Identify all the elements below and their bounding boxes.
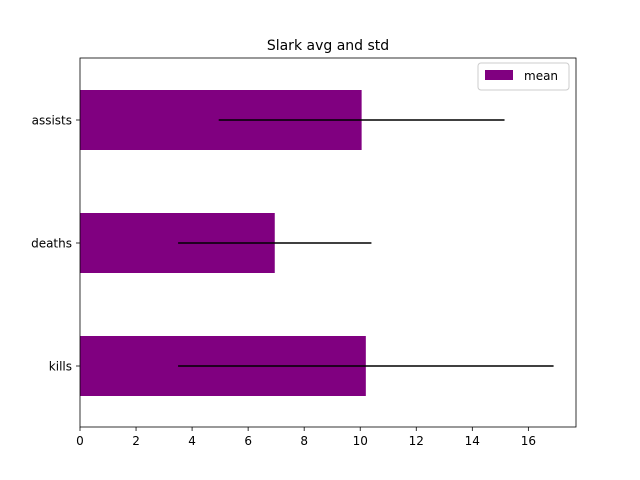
y-tick-label-deaths: deaths: [31, 237, 72, 251]
legend-frame: [477, 62, 570, 91]
x-tick-label: 6: [244, 434, 252, 448]
x-tick-label: 10: [353, 434, 368, 448]
y-axis: kills deaths assists: [31, 114, 80, 374]
x-tick-label: 0: [76, 434, 84, 448]
x-tick-label: 12: [409, 434, 424, 448]
y-tick-label-kills: kills: [49, 360, 72, 374]
y-tick-label-assists: assists: [32, 114, 72, 128]
x-tick-label: 4: [188, 434, 196, 448]
legend: mean: [477, 62, 570, 91]
legend-swatch: [485, 70, 513, 80]
x-tick-label: 14: [465, 434, 480, 448]
plot-frame: [79, 57, 577, 428]
x-axis: 0 2 4 6 8 10 12 14 16: [76, 427, 536, 448]
x-tick-label: 2: [132, 434, 140, 448]
x-tick-label: 8: [300, 434, 308, 448]
legend-label: mean: [524, 69, 558, 83]
chart-title: Slark avg and std: [267, 38, 389, 54]
x-tick-label: 16: [521, 434, 536, 448]
error-bars-layer: [178, 119, 554, 367]
